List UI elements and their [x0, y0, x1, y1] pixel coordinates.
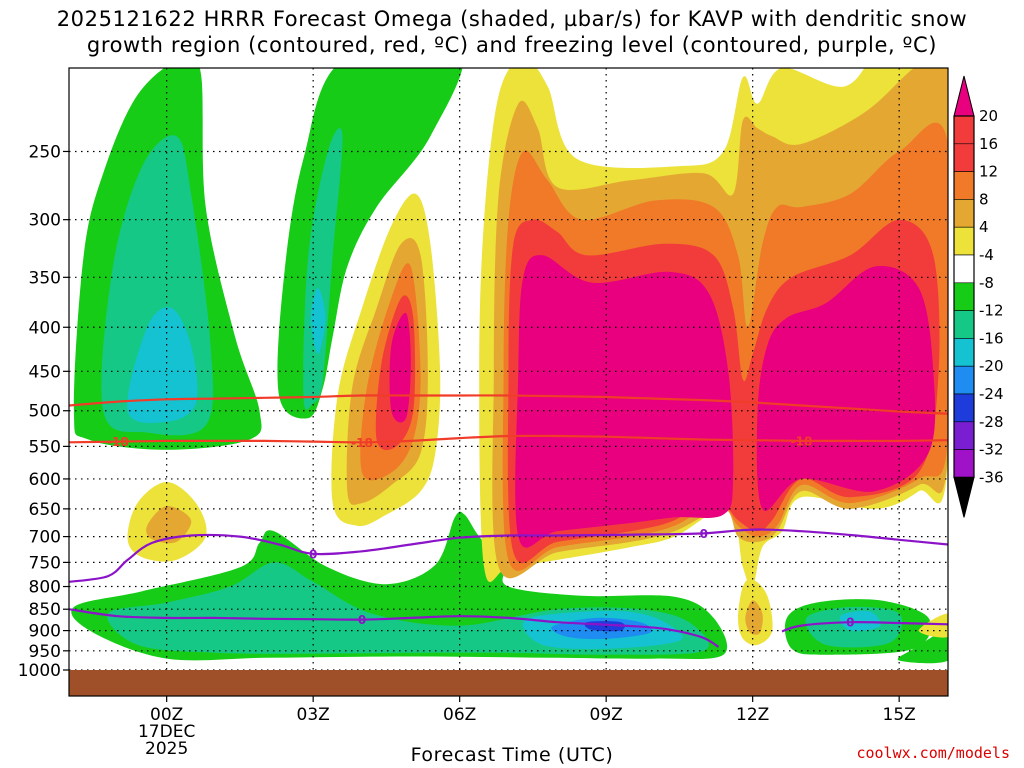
- colorbar-label-6: -8: [979, 274, 994, 292]
- colorbar-swatch-3: [953, 199, 975, 228]
- colorbar-swatch-11: [953, 421, 975, 450]
- freezing-contour-line-1: [69, 608, 720, 648]
- y-tick-500: 500: [29, 402, 61, 422]
- colorbar-swatch-0: [953, 115, 975, 145]
- x-tick-03Z: 03Z: [297, 705, 330, 725]
- y-tick-550: 550: [29, 437, 61, 457]
- x-tick-date: 17DEC: [138, 722, 195, 742]
- colorbar-label-3: 8: [979, 190, 989, 208]
- omega-region-29: [745, 600, 763, 635]
- colorbar-label-7: -12: [979, 302, 1004, 320]
- dgz-contour-line-0: [69, 394, 948, 415]
- freezing-contour-label-0-1: 0: [700, 527, 708, 541]
- colorbar-label-5: -4: [979, 246, 994, 264]
- colorbar-label-13: -36: [979, 468, 1004, 486]
- colorbar-label-2: 12: [979, 163, 998, 181]
- y-tick-750: 750: [29, 553, 61, 573]
- colorbar-label-0: 20: [979, 107, 998, 125]
- y-tick-900: 900: [29, 622, 61, 642]
- y-tick-600: 600: [29, 470, 61, 490]
- chart-title-line2: growth region (contoured, red, ºC) and f…: [86, 33, 938, 57]
- y-tick-450: 450: [29, 362, 61, 382]
- y-tick-1000: 1000: [18, 661, 61, 681]
- colorbar-label-12: -32: [979, 441, 1004, 459]
- colorbar-swatch-4: [953, 226, 975, 256]
- colorbar-swatch-8: [953, 338, 975, 367]
- colorbar-swatch-7: [953, 310, 975, 339]
- x-tick-09Z: 09Z: [590, 705, 623, 725]
- colorbar-top-arrow: [953, 75, 975, 117]
- omega-region-19: [515, 255, 734, 548]
- dgz-contour-label-1-1: -18: [351, 436, 373, 450]
- y-tick-800: 800: [29, 578, 61, 598]
- temperature-contours: -18 -18 -18 0 0 0 0: [69, 394, 948, 648]
- ground-surface: [69, 670, 948, 696]
- freezing-contour-label-2-0: 0: [846, 616, 854, 630]
- chart-title: 2025121622 HRRR Forecast Omega (shaded, …: [0, 6, 1024, 58]
- freezing-contour-line-2: [781, 621, 948, 633]
- omega-region-27: [146, 505, 192, 544]
- omega-region-14: [897, 630, 948, 664]
- x-tick-15Z: 15Z: [883, 705, 916, 725]
- colorbar-bottom-arrow: [953, 476, 975, 518]
- omega-region-30: [918, 613, 948, 638]
- colorbar-swatch-12: [953, 449, 975, 478]
- y-tick-850: 850: [29, 600, 61, 620]
- omega-region-5: [310, 287, 326, 355]
- omega-region-2: [127, 307, 198, 423]
- colorbar-label-9: -20: [979, 357, 1004, 375]
- colorbar-label-11: -28: [979, 413, 1004, 431]
- x-axis-label: Forecast Time (UTC): [410, 744, 614, 766]
- x-tick-year: 2025: [145, 739, 188, 759]
- colorbar-label-8: -16: [979, 329, 1004, 347]
- freezing-contour-label-0-0: 0: [309, 547, 317, 561]
- dgz-contour-label-1-2: -18: [791, 434, 813, 448]
- colorbar-swatch-2: [953, 171, 975, 200]
- colorbar-label-1: 16: [979, 135, 998, 153]
- plot-frame: [68, 67, 949, 697]
- y-tick-300: 300: [29, 211, 61, 231]
- omega-region-13: [839, 610, 881, 632]
- colorbar-label-4: 4: [979, 218, 989, 236]
- y-axis-tick-labels: 2503003504004505005506006507007508008509…: [18, 142, 69, 681]
- colorbar-swatch-5: [953, 254, 975, 284]
- terrain-bar: [69, 670, 948, 696]
- dgz-contour-label-1-0: -18: [107, 435, 129, 449]
- y-tick-700: 700: [29, 528, 61, 548]
- chart-title-line1: 2025121622 HRRR Forecast Omega (shaded, …: [56, 7, 968, 31]
- omega-colorbar: 20 16 12 8 4 -4 -8 -12 -16 -20 -24 -28 -32 -36: [953, 75, 1004, 518]
- y-tick-350: 350: [29, 268, 61, 288]
- colorbar-swatch-1: [953, 143, 975, 172]
- colorbar-swatch-10: [953, 393, 975, 423]
- y-tick-650: 650: [29, 500, 61, 520]
- plot-border: [68, 67, 949, 697]
- colorbar-swatch-6: [953, 282, 975, 311]
- colorbar-label-10: -24: [979, 385, 1004, 403]
- dgz-contour-line-1: [69, 434, 948, 444]
- freezing-contour-label-1-0: 0: [358, 613, 366, 627]
- x-tick-00Z: 00Z: [150, 705, 183, 725]
- x-tick-12Z: 12Z: [736, 705, 769, 725]
- y-tick-400: 400: [29, 318, 61, 338]
- colorbar-swatch-9: [953, 365, 975, 395]
- credit-link[interactable]: coolwx.com/models: [856, 744, 1010, 762]
- y-tick-950: 950: [29, 642, 61, 662]
- freezing-contour-line-0: [69, 528, 948, 583]
- x-tick-06Z: 06Z: [443, 705, 476, 725]
- y-tick-250: 250: [29, 142, 61, 162]
- grid-lines: [69, 68, 948, 671]
